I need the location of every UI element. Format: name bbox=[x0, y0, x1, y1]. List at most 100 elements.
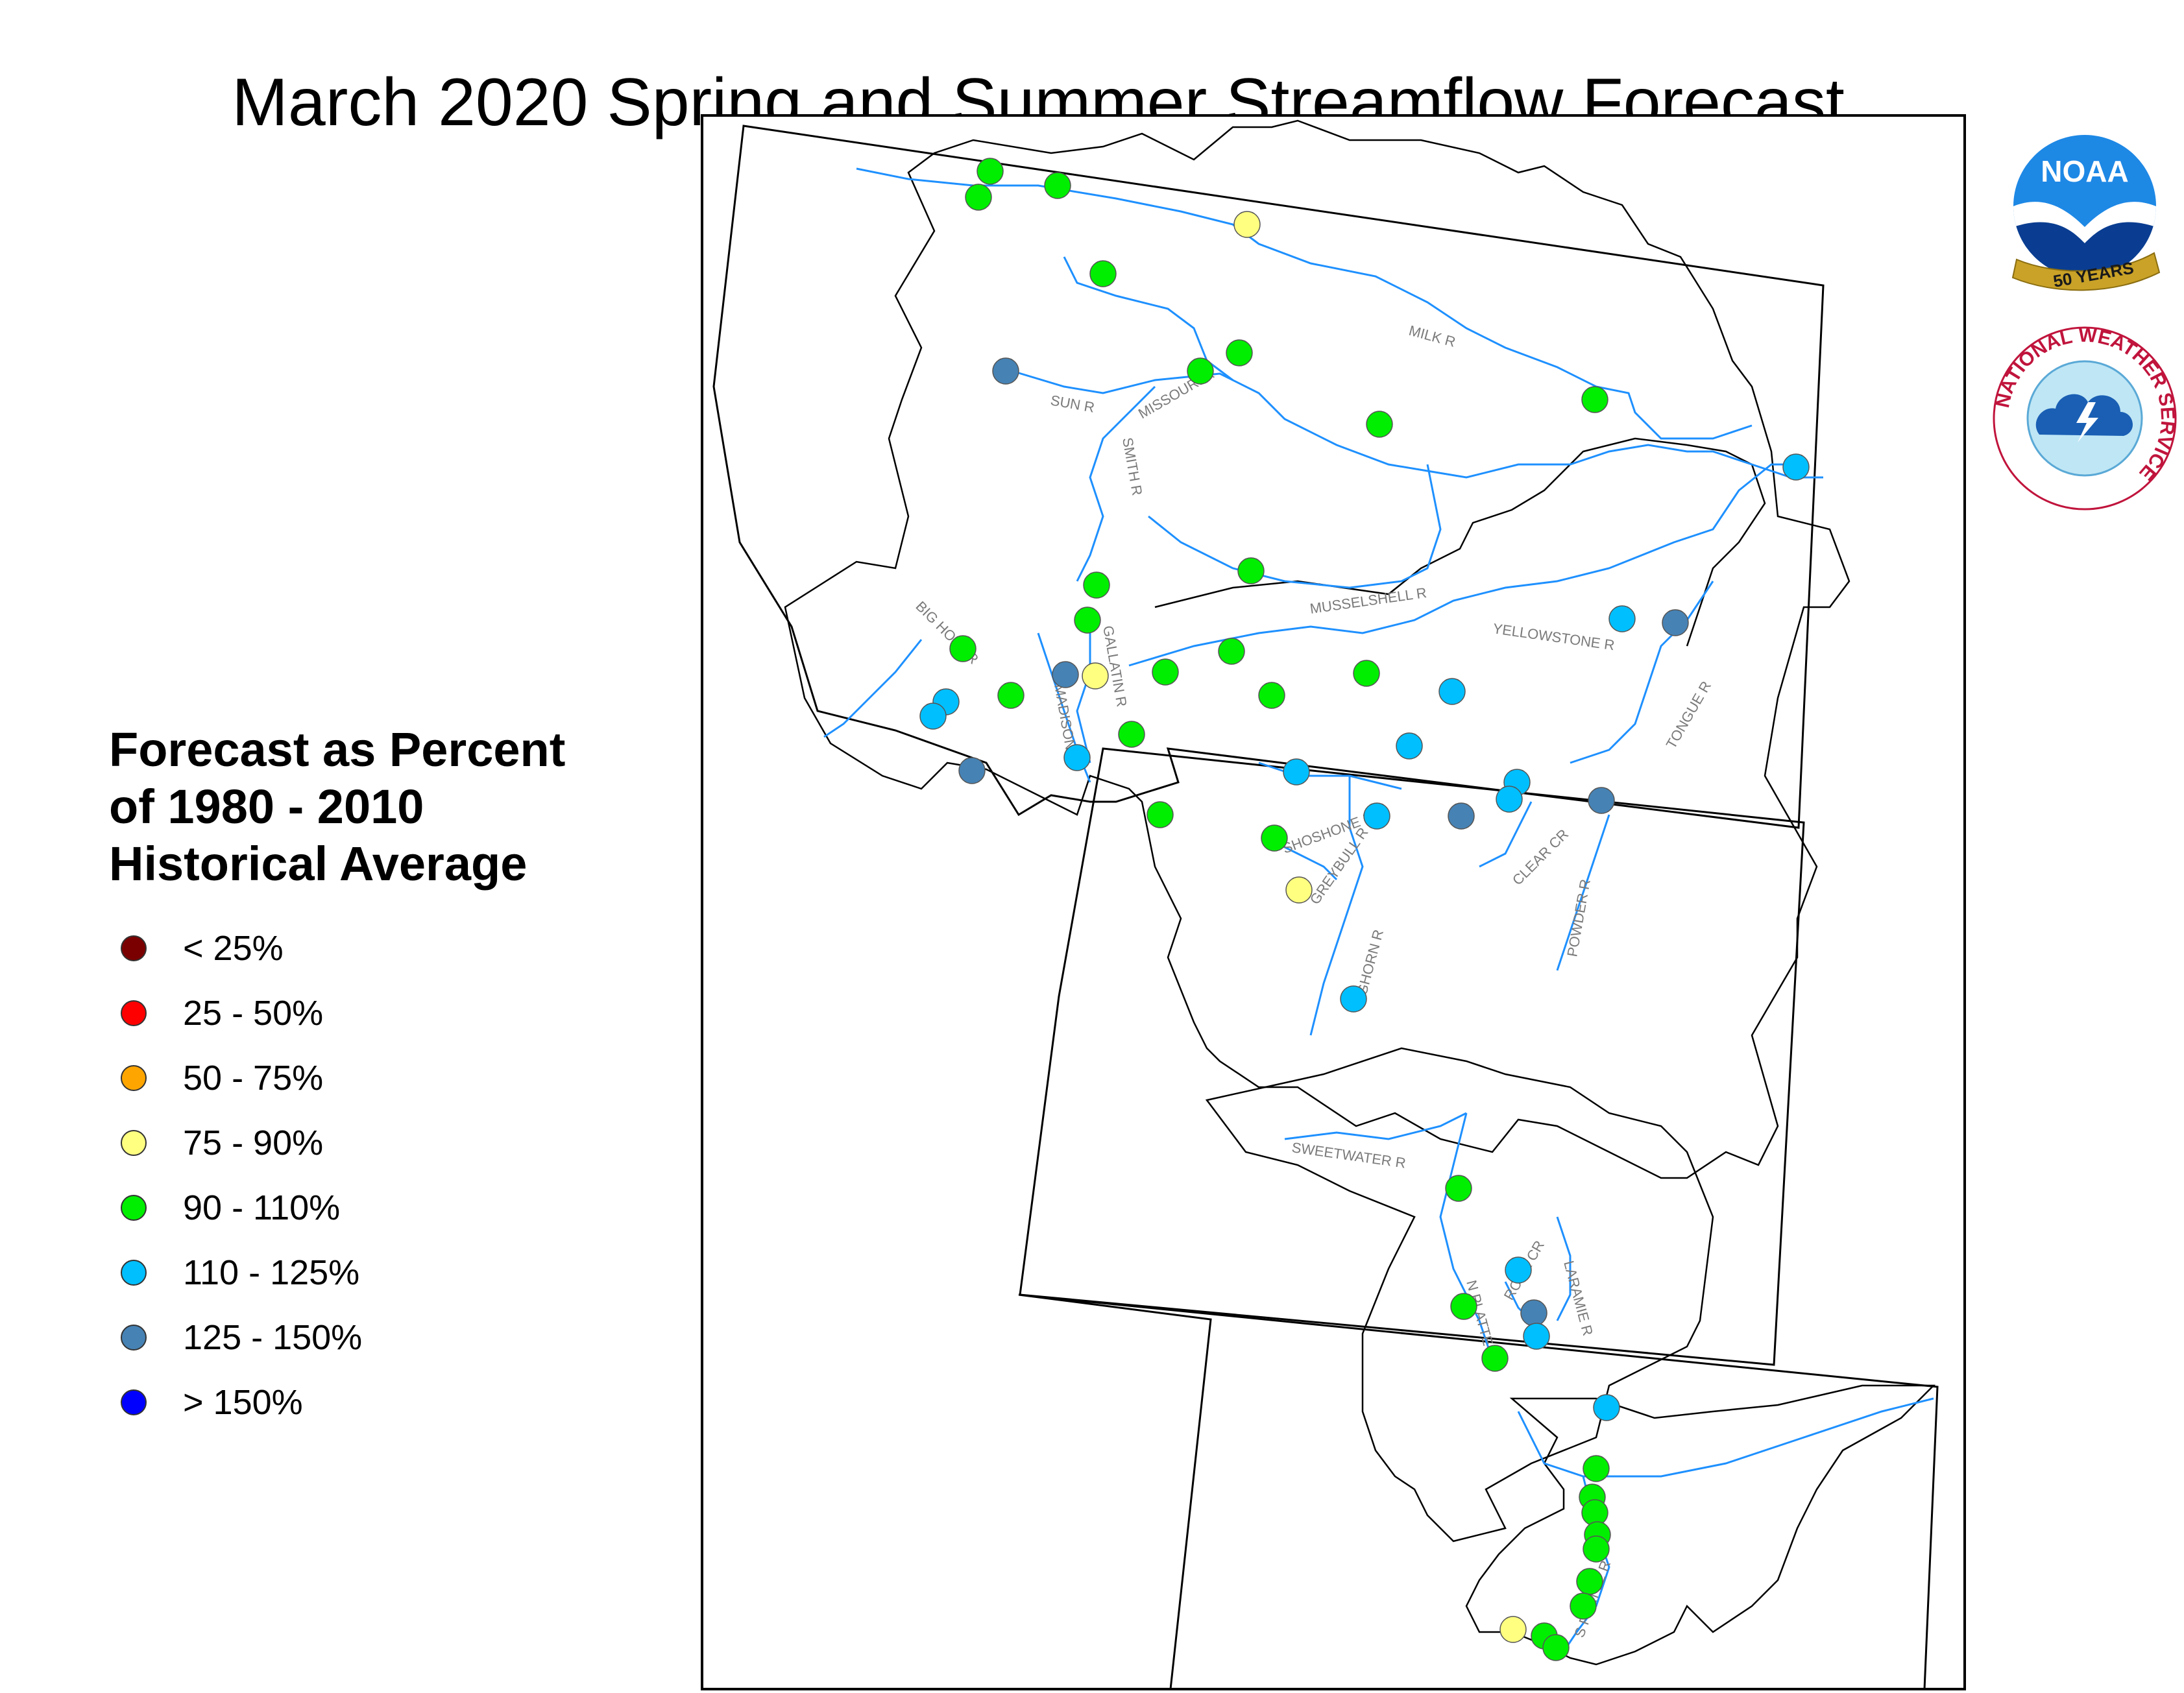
forecast-point[interactable] bbox=[1520, 1299, 1547, 1327]
forecast-point[interactable] bbox=[1258, 682, 1285, 709]
forecast-point[interactable] bbox=[1570, 1592, 1597, 1620]
forecast-point[interactable] bbox=[1363, 802, 1390, 830]
laramie-river-line bbox=[1556, 1216, 1571, 1321]
gallatin-river-line bbox=[1076, 620, 1091, 763]
south-platte-basin-outline bbox=[1465, 1384, 1936, 1666]
forecast-point[interactable] bbox=[1396, 732, 1423, 760]
forecast-point[interactable] bbox=[1366, 411, 1393, 438]
legend-item: < 25% bbox=[109, 916, 693, 981]
forecast-point[interactable] bbox=[1285, 876, 1313, 904]
sweetwater-river-line bbox=[1284, 1112, 1467, 1140]
missouri-river-line bbox=[999, 366, 1823, 479]
forecast-point[interactable] bbox=[965, 184, 992, 211]
legend-label: 25 - 50% bbox=[183, 994, 324, 1033]
forecast-point[interactable] bbox=[958, 757, 986, 784]
legend-item: 25 - 50% bbox=[109, 981, 693, 1046]
legend-item: 90 - 110% bbox=[109, 1175, 693, 1240]
legend-label: 90 - 110% bbox=[183, 1188, 341, 1227]
forecast-point[interactable] bbox=[1608, 605, 1636, 632]
forecast-point[interactable] bbox=[1782, 453, 1810, 481]
clear-creek-line bbox=[1479, 801, 1533, 868]
forecast-point[interactable] bbox=[1588, 787, 1615, 814]
noaa-logo-ribbon bbox=[2011, 252, 2161, 291]
legend-swatch bbox=[121, 1389, 147, 1415]
musselshell-river-line bbox=[1148, 464, 1442, 589]
legend-title-line-1: Forecast as Percent bbox=[109, 723, 566, 776]
forecast-point[interactable] bbox=[1063, 744, 1091, 771]
legend-swatch bbox=[121, 935, 147, 961]
legend-item: 110 - 125% bbox=[109, 1240, 693, 1305]
platte-basin-outline bbox=[1205, 1047, 1714, 1543]
legend-title-line-3: Historical Average bbox=[109, 837, 528, 891]
yellowstone-basin-outline bbox=[1154, 437, 1766, 647]
forecast-point[interactable] bbox=[1089, 260, 1117, 287]
north-platte-river-line bbox=[1439, 1112, 1494, 1360]
forecast-point[interactable] bbox=[1152, 658, 1179, 686]
yellowstone-river-line bbox=[1128, 463, 1804, 667]
greybull-river-line bbox=[1271, 839, 1338, 881]
forecast-point[interactable] bbox=[1662, 609, 1689, 636]
forecast-point[interactable] bbox=[1147, 801, 1174, 828]
forecast-point[interactable] bbox=[977, 158, 1004, 185]
big-hole-river-line bbox=[823, 639, 923, 738]
forecast-point[interactable] bbox=[1499, 1616, 1527, 1643]
forecast-point[interactable] bbox=[1583, 1535, 1610, 1563]
legend-label: 125 - 150% bbox=[183, 1318, 363, 1357]
forecast-point[interactable] bbox=[1283, 758, 1310, 786]
forecast-point[interactable] bbox=[1233, 211, 1261, 238]
missouri-basin-outline bbox=[784, 119, 1850, 1179]
legend: Forecast as Percent of 1980 - 2010 Histo… bbox=[109, 721, 693, 1435]
forecast-point[interactable] bbox=[1523, 1323, 1550, 1350]
forecast-point[interactable] bbox=[1052, 661, 1079, 688]
legend-swatch bbox=[121, 1260, 147, 1286]
legend-swatch bbox=[121, 1000, 147, 1026]
wyoming-outline bbox=[1019, 747, 1805, 1366]
forecast-point[interactable] bbox=[1481, 1345, 1509, 1372]
forecast-point[interactable] bbox=[1576, 1568, 1603, 1595]
forecast-point[interactable] bbox=[1237, 557, 1265, 584]
legend-label: 50 - 75% bbox=[183, 1059, 324, 1098]
colorado-outline bbox=[1018, 1293, 1939, 1690]
legend-item: 50 - 75% bbox=[109, 1046, 693, 1111]
forecast-point[interactable] bbox=[1448, 802, 1475, 830]
forecast-point[interactable] bbox=[1118, 721, 1145, 748]
forecast-point[interactable] bbox=[1581, 386, 1608, 413]
legend-label: < 25% bbox=[183, 929, 284, 968]
forecast-point[interactable] bbox=[1450, 1293, 1477, 1320]
legend-item: 125 - 150% bbox=[109, 1305, 693, 1370]
forecast-point[interactable] bbox=[949, 635, 977, 662]
forecast-point[interactable] bbox=[1496, 786, 1523, 813]
forecast-point[interactable] bbox=[919, 702, 947, 730]
legend-swatch bbox=[121, 1195, 147, 1221]
forecast-point[interactable] bbox=[1445, 1175, 1472, 1202]
legend-swatch bbox=[121, 1325, 147, 1351]
powder-river-line bbox=[1556, 814, 1610, 971]
forecast-point[interactable] bbox=[1583, 1455, 1610, 1482]
basin-boundaries bbox=[784, 119, 1936, 1666]
forecast-point[interactable] bbox=[1593, 1394, 1620, 1421]
forecast-point[interactable] bbox=[1353, 660, 1380, 687]
forecast-point[interactable] bbox=[1542, 1634, 1570, 1661]
legend-label: 110 - 125% bbox=[183, 1253, 360, 1292]
forecast-point[interactable] bbox=[1187, 357, 1214, 385]
nws-logo-lightning bbox=[2076, 402, 2098, 442]
forecast-point[interactable] bbox=[1438, 678, 1466, 705]
forecast-point[interactable] bbox=[1083, 571, 1110, 599]
south-platte-east-line bbox=[1583, 1397, 1934, 1478]
forecast-point[interactable] bbox=[1082, 662, 1109, 690]
forecast-map: MILK R SUN R MISSOURI R SMITH R MUSSELSH… bbox=[701, 114, 1966, 1690]
forecast-point[interactable] bbox=[992, 357, 1019, 385]
forecast-point[interactable] bbox=[1261, 824, 1288, 852]
map-panel: MILK R SUN R MISSOURI R SMITH R MUSSELSH… bbox=[701, 114, 1967, 1690]
forecast-point[interactable] bbox=[997, 682, 1025, 709]
legend-label: > 150% bbox=[183, 1383, 303, 1422]
forecast-point[interactable] bbox=[1218, 638, 1245, 665]
forecast-point[interactable] bbox=[1340, 985, 1367, 1013]
forecast-point[interactable] bbox=[1505, 1256, 1532, 1284]
forecast-point[interactable] bbox=[1074, 606, 1101, 634]
forecast-point[interactable] bbox=[1226, 339, 1253, 366]
state-boundaries bbox=[712, 125, 1939, 1690]
forecast-point[interactable] bbox=[1044, 172, 1071, 199]
legend-item: 75 - 90% bbox=[109, 1111, 693, 1175]
noaa-logo-text: NOAA bbox=[2041, 154, 2128, 188]
